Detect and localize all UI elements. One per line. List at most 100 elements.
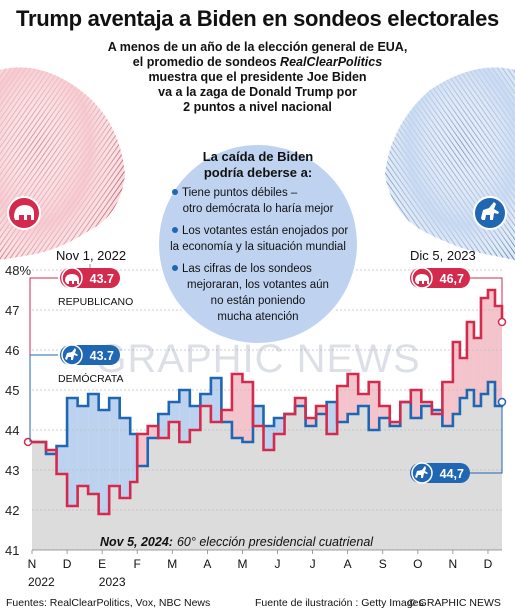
dem-leader [29,354,58,442]
dem-lead-fill [179,390,190,442]
election-description: 60° elección presidencial cuatrienal [177,535,374,549]
y-tick-label: 43 [5,463,19,478]
rep-lead-fill [487,290,495,382]
year-label: 2022 [28,575,55,589]
x-tick-label: S [379,557,387,571]
x-tick-label: J [275,557,281,571]
dem-lead-fill [56,446,68,474]
rep-legend-label: REPUBLICANO [58,296,133,308]
rep-end-leader [470,277,503,318]
y-tick-label: 45 [5,383,19,398]
dem-lead-fill [189,406,201,430]
callout-item-text: otro demócrata lo haría mejor [183,203,334,215]
dem-end-marker [497,397,507,407]
footer-illustration: Fuente de ilustración : Getty Images [255,597,424,609]
rep-lead-fill [347,374,359,414]
dem-lead-fill [200,394,211,406]
rep-lead-fill [389,422,401,426]
x-tick-label: O [413,557,422,571]
x-tick-label: A [203,557,211,571]
rep-lead-fill [231,374,243,438]
footer-credit: © GRAPHIC NEWS [408,597,501,609]
rep-lead-fill [46,450,57,454]
chart-subtitle: A menos de un año de la elección general… [95,40,420,115]
x-tick-label: A [344,557,352,571]
elephant-icon [7,196,41,230]
x-tick-label: D [484,557,493,571]
dem-lead-fill [88,394,99,494]
dem-lead-fill [67,398,78,506]
rep-series-line [32,288,504,516]
rep-end-badge: 46,7 [410,267,470,289]
x-tick-label: M [167,557,177,571]
callout-item-text: Los votantes están enojados por [182,225,348,237]
y-tick-label: 42 [5,503,19,518]
dem-start-badge: 43.7 [60,344,120,366]
dem-lead-fill [77,406,89,486]
callout-item-text: mejoraran, los votantes aún [187,279,329,291]
rep-lead-fill [337,386,348,422]
rep-lead-fill [137,434,148,466]
rep-lead-fill [421,402,432,406]
x-tick-label: N [449,557,458,571]
rep-lead-fill [358,394,369,406]
subtitle-text: el promedio de sondeos [132,55,281,69]
rep-lead-fill [316,406,327,414]
donkey-shape [65,348,78,360]
rep-lead-fill [452,342,460,414]
rep-lead-fill [442,382,453,426]
x-tick-label: F [134,557,141,571]
dem-start-badge-value: 43.7 [90,349,114,363]
dem-legend-label: DEMÓCRATA [58,372,124,385]
subtitle-source: RealClearPolitics [280,55,383,69]
dem-lead-fill [210,378,222,422]
rep-lead-fill [459,358,467,398]
x-tick-label: E [98,557,106,571]
y-tick-label: 48% [5,263,31,278]
election-date: Nov 5, 2024: [100,535,173,549]
subtitle-line: 2 puntos a nivel nacional [183,100,332,114]
end-date-label: Dic 5, 2023 [410,248,476,263]
y-tick-label: 44 [5,423,19,438]
dem-lead-fill [431,410,443,414]
bullet-dot [172,227,178,233]
dem-lead-fill [263,426,275,450]
callout-item-text: mucha atención [217,311,298,323]
rep-lead-fill [368,382,380,430]
subtitle-line: el promedio de sondeos RealClearPolitics [95,55,420,70]
subtitle-line: muestra que el presidente Joe Biden [148,70,367,84]
callout-item-text: no están poniendo [211,295,306,307]
donkey-shape [415,466,428,478]
rep-lead-fill [410,390,422,418]
subtitle-line: va a la zaga de Donald Trump por [158,85,357,99]
bullet-dot [172,189,178,195]
rep-lead-fill [221,410,232,422]
baseline-area [32,382,502,550]
x-tick-label: D [63,557,72,571]
dem-lead-fill [158,414,169,438]
rep-leader [29,277,58,442]
dem-lead-fill [109,398,120,486]
dem-lead-fill [252,406,264,426]
dem-end-badge: 44,7 [410,462,470,484]
rep-start-badge-value: 43.7 [90,272,114,286]
x-tick-label: J [310,557,316,571]
rep-lead-fill [147,426,159,438]
rep-lead-fill [305,418,317,426]
callout-circle [157,143,359,345]
dem-end-leader [470,406,503,474]
rep-lead-fill [480,298,488,394]
elephant-shape [65,274,79,284]
chart-title: Trump aventaja a Biden en sondeos electo… [16,6,499,31]
rep-lead-fill [466,322,474,390]
callout-item-text: Las cifras de los sondeos [182,263,312,275]
subtitle-line: A menos de un año de la elección general… [107,40,408,54]
dem-lead-fill [119,418,131,498]
dem-lead-fill [274,418,285,434]
y-tick-label: 47 [5,303,19,318]
x-tick-label: N [28,557,37,571]
rep-start-badge: 43.7 [60,267,120,289]
